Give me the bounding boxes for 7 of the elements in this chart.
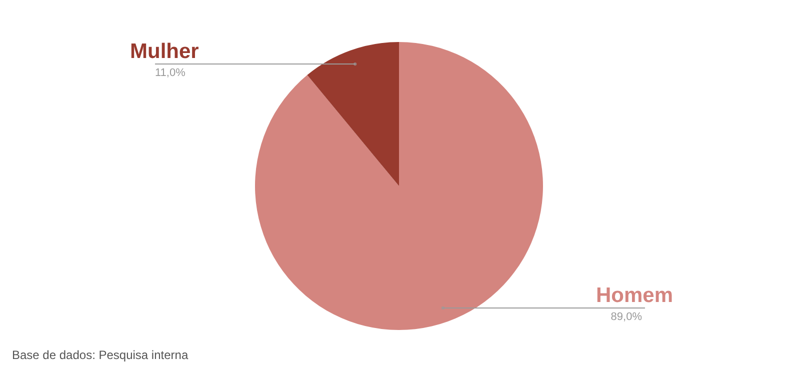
data-label: 11,0% (155, 67, 186, 80)
pie-slice (255, 42, 543, 330)
slice-label: Mulher (130, 40, 199, 64)
data-label: 89,0% (610, 310, 642, 323)
pie-slice (307, 42, 399, 186)
slice-label: Homem (596, 284, 673, 307)
text: Base de dados: Pesquisa interna (12, 348, 188, 362)
